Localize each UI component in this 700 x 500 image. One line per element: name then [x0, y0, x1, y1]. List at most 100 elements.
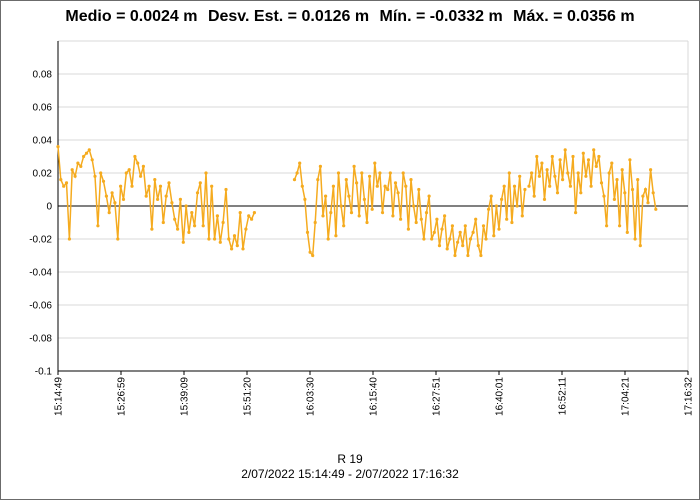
data-point	[355, 181, 359, 185]
data-point	[224, 187, 228, 192]
data-point	[161, 220, 165, 225]
data-point	[535, 154, 539, 159]
data-point	[357, 214, 361, 218]
data-point	[579, 191, 583, 195]
data-point	[221, 220, 225, 225]
stat-mean: Medio = 0.0024 m	[65, 8, 198, 25]
data-point	[649, 168, 653, 172]
data-point	[500, 197, 504, 201]
data-point	[308, 250, 312, 254]
data-point	[238, 211, 242, 215]
x-tick-label: 16:52:11	[558, 377, 569, 416]
data-point	[510, 220, 514, 225]
data-point	[339, 204, 343, 208]
data-point	[96, 224, 100, 228]
data-point	[417, 187, 421, 192]
data-point	[178, 197, 182, 201]
data-point	[558, 158, 562, 162]
data-point	[586, 158, 591, 162]
data-point	[515, 204, 519, 208]
data-point	[651, 191, 655, 195]
y-tick-label: 0.02	[33, 169, 53, 180]
data-point	[474, 217, 478, 221]
data-point	[602, 194, 606, 198]
data-point	[494, 204, 498, 208]
data-point	[190, 211, 194, 215]
data-point	[548, 184, 552, 188]
y-tick-label: -0.02	[29, 235, 52, 246]
data-point	[561, 178, 565, 182]
series-line-segment	[293, 162, 526, 258]
data-point	[147, 184, 151, 188]
data-point	[195, 191, 200, 195]
data-point	[537, 174, 542, 178]
data-point	[360, 171, 364, 175]
data-point	[618, 224, 622, 228]
data-point	[654, 207, 658, 211]
data-point	[204, 171, 208, 175]
y-tick-label: 0.04	[33, 136, 53, 147]
data-point	[133, 154, 137, 159]
y-tick-labels: -0.1 -0.08 -0.06 -0.04 -0.02 0 0.02 0.04 0.06 0.0…	[29, 70, 52, 378]
data-point	[87, 148, 91, 152]
data-point	[375, 184, 379, 188]
data-point	[373, 161, 377, 165]
data-point	[502, 184, 506, 188]
data-point	[380, 211, 385, 215]
data-point	[305, 230, 310, 234]
data-point	[136, 161, 140, 165]
data-point	[344, 178, 348, 182]
data-point	[391, 214, 395, 218]
data-point	[362, 197, 366, 201]
data-point	[542, 197, 547, 201]
data-point	[456, 240, 460, 244]
data-point	[144, 194, 148, 198]
x-tick-label: 16:03:30	[306, 377, 317, 416]
data-point	[99, 171, 103, 175]
y-tick-label: 0.08	[33, 70, 53, 81]
stat-std: Desv. Est. = 0.0126 m	[207, 8, 370, 25]
data-point	[479, 253, 483, 258]
x-tick-label: 16:27:51	[432, 377, 443, 416]
data-point	[318, 164, 322, 168]
y-tick-label: -0.1	[35, 367, 53, 378]
data-point	[150, 227, 154, 231]
data-point	[505, 217, 509, 221]
data-point	[230, 247, 234, 251]
y-tick-label: -0.04	[29, 268, 52, 279]
data-point	[497, 227, 501, 231]
data-point	[244, 227, 248, 231]
data-point	[176, 227, 180, 231]
data-point	[630, 187, 635, 192]
data-point	[207, 237, 211, 241]
data-point	[110, 191, 114, 195]
data-point	[321, 214, 325, 218]
data-point	[298, 161, 302, 165]
data-point	[173, 217, 177, 221]
data-point	[489, 194, 493, 198]
data-point	[67, 237, 71, 241]
data-point	[378, 171, 382, 175]
x-tick-label: 17:04:21	[621, 377, 632, 416]
data-point	[643, 187, 648, 192]
data-point	[430, 237, 434, 241]
data-point	[316, 178, 320, 182]
data-point	[124, 171, 128, 175]
data-point	[540, 161, 544, 165]
y-tick-label: -0.06	[29, 301, 52, 312]
data-point	[213, 237, 217, 241]
data-point	[435, 217, 439, 221]
data-point	[370, 207, 374, 211]
data-point	[545, 168, 549, 172]
data-point	[336, 171, 341, 175]
data-point	[352, 164, 356, 168]
data-point	[641, 194, 645, 198]
data-point	[563, 148, 567, 152]
data-point	[141, 164, 145, 168]
data-point	[625, 230, 629, 234]
data-point	[167, 181, 171, 185]
data-point	[492, 234, 496, 238]
data-point	[84, 151, 89, 155]
data-point	[468, 237, 473, 241]
data-point	[530, 171, 534, 175]
